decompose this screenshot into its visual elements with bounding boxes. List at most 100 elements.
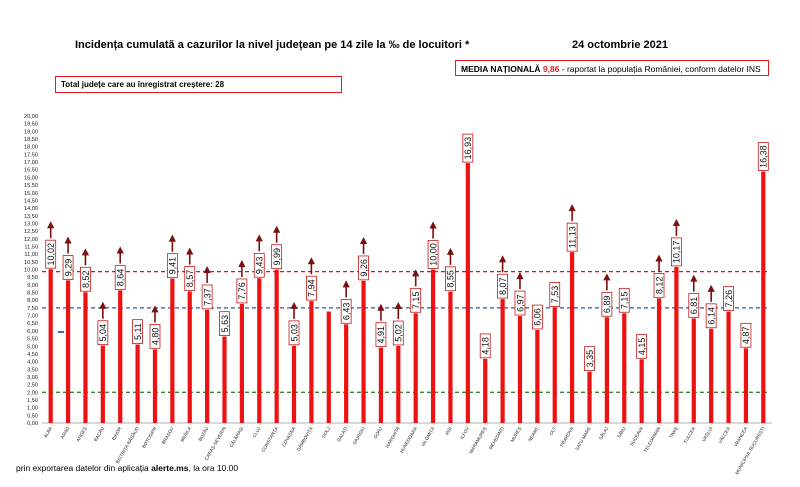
value-label: 7,37 — [202, 288, 212, 306]
value-label-box — [97, 320, 109, 346]
y-tick-label: 18,50 — [24, 137, 38, 143]
value-label: 8,52 — [81, 271, 91, 289]
value-label-box — [45, 239, 57, 269]
category-label: BACĂU — [92, 426, 105, 443]
y-tick-label: 4,00 — [27, 360, 38, 366]
value-label: 9,99 — [272, 248, 282, 266]
category-label: OLT — [548, 426, 557, 436]
y-tick-label: 14,00 — [24, 206, 38, 212]
category-label: GIURGIU — [352, 426, 366, 446]
y-tick-label: 16,00 — [24, 175, 38, 181]
bar — [361, 280, 366, 423]
y-tick-label: 13,00 — [24, 221, 38, 227]
value-label-box — [358, 255, 369, 281]
value-label-box — [445, 266, 456, 292]
value-label-box — [531, 304, 543, 330]
bar — [552, 307, 557, 423]
value-label: 7,94 — [307, 279, 317, 297]
y-tick-label: 9,00 — [27, 283, 38, 289]
increase-arrow-head — [168, 234, 176, 242]
category-label: NEAMȚ — [527, 426, 539, 443]
category-label: GALAȚI — [336, 426, 349, 443]
value-label: 6,89 — [602, 296, 612, 314]
bar — [709, 328, 714, 423]
category-label: TULCEA — [683, 425, 697, 444]
value-label-box — [253, 252, 265, 278]
bar — [239, 303, 244, 423]
category-label: IAȘI — [444, 426, 453, 436]
national-average-note: - raportat la populația României, confor… — [561, 64, 761, 74]
bar — [205, 309, 210, 423]
bar — [570, 252, 575, 423]
category-label: GORJ — [373, 426, 384, 440]
value-label: 5,04 — [98, 324, 108, 342]
category-label: SĂLAJ — [597, 426, 609, 441]
value-label: 9,26 — [359, 259, 369, 277]
category-label: TELEORMAN — [643, 426, 662, 453]
value-label-box — [375, 322, 387, 348]
y-tick-label: 20,00 — [24, 114, 38, 120]
bar — [604, 317, 609, 423]
y-tick-label: 14,50 — [24, 198, 38, 204]
increase-arrow-head — [342, 280, 350, 288]
value-label: 11,13 — [567, 226, 577, 248]
y-tick-label: 11,00 — [24, 252, 38, 258]
y-tick-label: 8,50 — [27, 291, 38, 297]
y-tick-label: 2,00 — [27, 390, 38, 396]
increase-arrow-head — [151, 305, 159, 313]
value-label-box — [392, 320, 404, 346]
value-label: 10,00 — [428, 243, 438, 266]
bar — [48, 269, 53, 423]
bar — [65, 280, 71, 423]
value-label-box — [636, 333, 648, 359]
bar — [222, 336, 227, 423]
value-label: 7,76 — [237, 282, 247, 300]
bar — [344, 324, 349, 423]
value-label-box — [653, 273, 665, 298]
footer-suffix: , la ora 10.00 — [188, 463, 239, 473]
category-label: HARGHITA — [385, 425, 401, 449]
category-label: COVASNA — [281, 425, 297, 447]
value-label: 7,53 — [550, 286, 560, 304]
bar — [587, 371, 592, 423]
value-label: 7,26 — [724, 290, 734, 308]
value-label: 5,11 — [133, 323, 143, 340]
value-label-box — [740, 322, 752, 348]
category-label: PRAHOVA — [559, 425, 575, 447]
value-label: 16,38 — [759, 145, 769, 168]
increase-arrow-head — [307, 257, 316, 265]
value-label-box — [671, 237, 682, 267]
category-label: SIBIU — [616, 426, 626, 439]
y-tick-label: 11,50 — [24, 244, 38, 250]
report-date: 24 octombrie 2021 — [572, 39, 668, 51]
bar — [639, 359, 644, 423]
bar — [413, 313, 418, 423]
value-label-box — [149, 324, 161, 349]
y-tick-label: 12,50 — [24, 229, 38, 235]
bar — [483, 358, 488, 423]
y-tick-label: 15,50 — [24, 183, 38, 189]
value-label: 16,93 — [463, 137, 473, 160]
bar — [378, 347, 384, 423]
increase-arrow-head — [394, 302, 402, 310]
category-label: BRĂILA — [179, 425, 193, 443]
y-tick-label: 1,50 — [27, 398, 38, 404]
y-tick-label: 8,00 — [27, 298, 38, 304]
bar — [430, 269, 436, 423]
value-label: 10,02 — [46, 243, 56, 266]
value-label: 6,97 — [515, 294, 525, 312]
value-label-box — [584, 346, 595, 371]
y-tick-label: 3,00 — [27, 375, 38, 381]
bar — [517, 316, 523, 423]
y-tick-label: 7,50 — [27, 306, 38, 312]
y-tick-label: 17,50 — [24, 152, 38, 158]
value-label-box — [219, 311, 230, 336]
value-label-box — [236, 278, 248, 304]
y-tick-label: 1,00 — [27, 406, 38, 412]
national-average-value: 9,86 — [542, 64, 560, 74]
increase-arrow-head — [273, 225, 281, 233]
value-label-box — [201, 284, 213, 310]
y-tick-label: 15,00 — [24, 191, 38, 197]
counties-increase-box: Total județe care au înregistrat creșter… — [55, 76, 342, 93]
bar — [100, 345, 105, 423]
